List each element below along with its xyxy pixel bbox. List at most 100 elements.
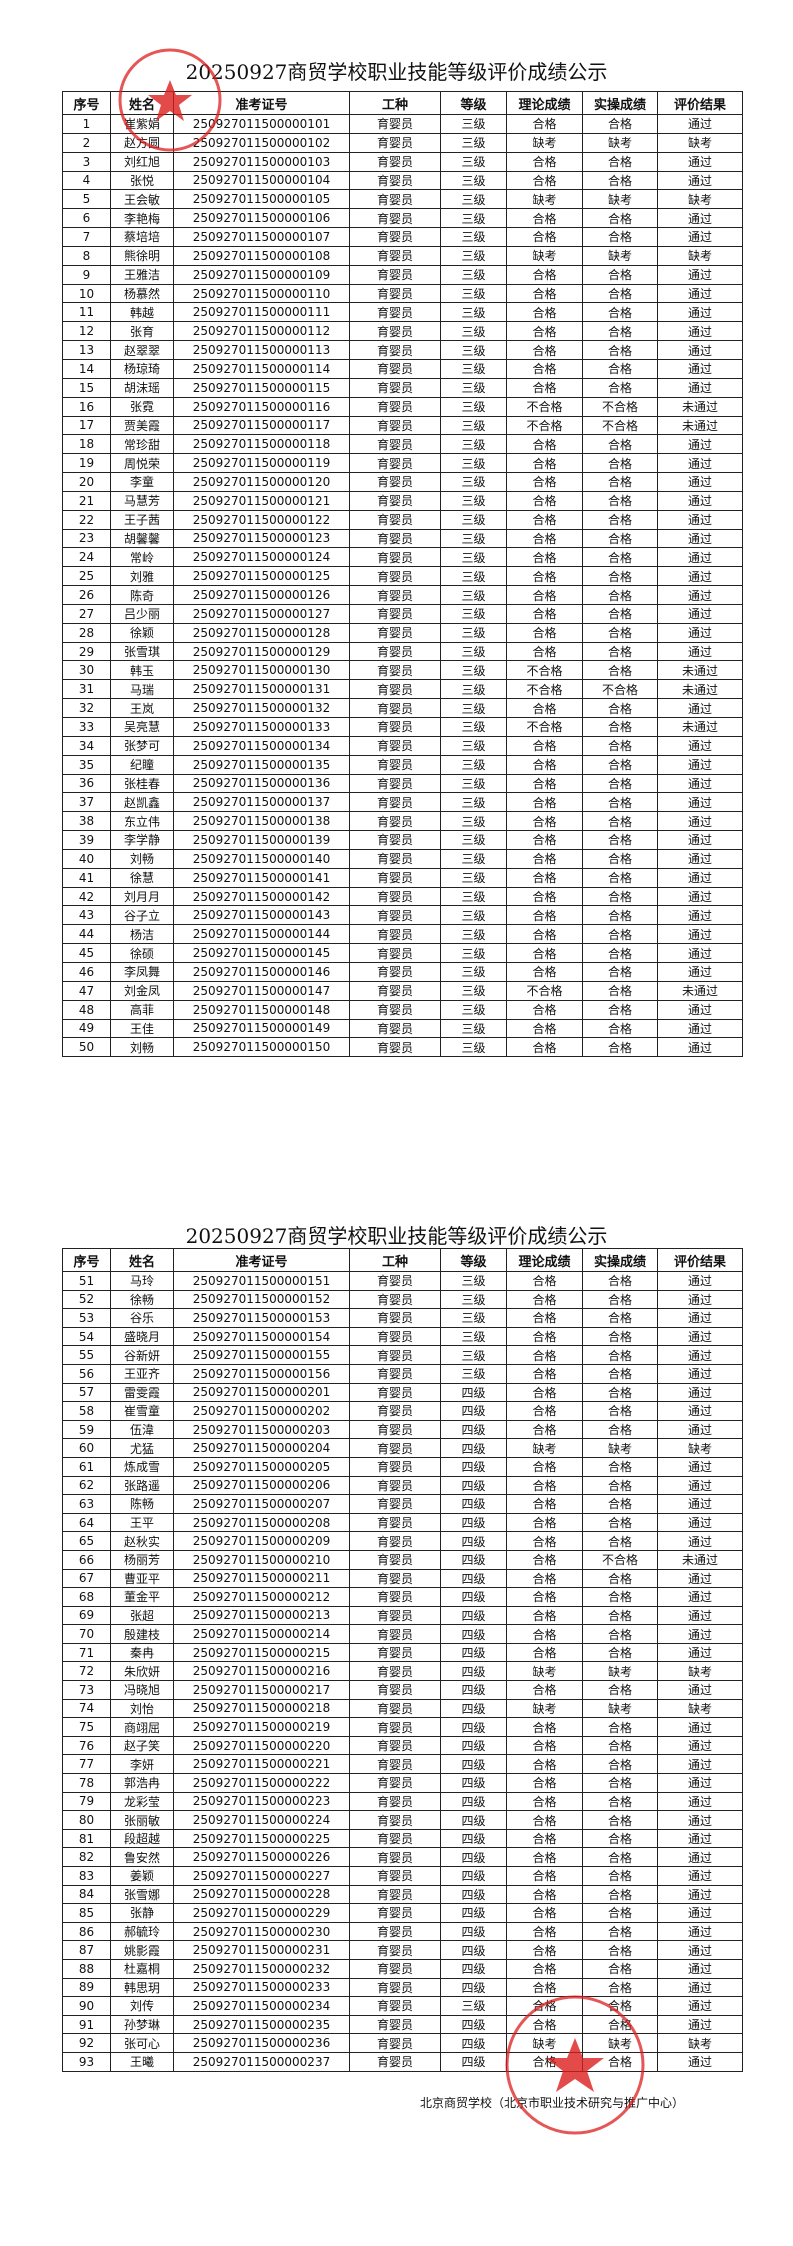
header-cell: 准考证号 <box>173 1248 350 1272</box>
cell: 四级 <box>440 1512 507 1533</box>
cell: 通过 <box>657 170 743 191</box>
cell: 合格 <box>582 1717 658 1737</box>
cell: 缺考 <box>657 1661 743 1682</box>
cell: 86 <box>62 1921 111 1942</box>
cell: 合格 <box>582 1363 658 1384</box>
cell: 徐慧 <box>110 867 174 888</box>
row: 90 刘传 250927011500000234 育婴员 三级 合格 合格 通过 <box>62 1996 743 2016</box>
cell: 育婴员 <box>349 1958 441 1979</box>
cell: 33 <box>62 717 111 737</box>
cell: 育婴员 <box>349 698 441 718</box>
cell: 育婴员 <box>349 754 441 775</box>
cell: 缺考 <box>657 132 743 153</box>
cell: 郭浩冉 <box>110 1773 174 1793</box>
row: 37 赵凯鑫 250927011500000137 育婴员 三级 合格 合格 通过 <box>62 792 743 813</box>
cell: 育婴员 <box>349 1363 441 1384</box>
row: 58 崔雪童 250927011500000202 育婴员 四级 合格 合格 通过 <box>62 1401 743 1421</box>
cell: 四级 <box>440 1680 507 1700</box>
cell: 合格 <box>582 1866 658 1886</box>
cell: 合格 <box>506 961 583 982</box>
cell: 通过 <box>657 358 743 379</box>
cell: 合格 <box>582 227 658 247</box>
cell: 缺考 <box>506 1698 583 1719</box>
cell: 缺考 <box>582 1438 658 1458</box>
cell: 通过 <box>657 1847 743 1867</box>
cell: 250927011500000107 <box>173 227 350 247</box>
cell: 合格 <box>582 848 658 869</box>
cell: 250927011500000117 <box>173 415 350 436</box>
cell: 250927011500000220 <box>173 1735 350 1756</box>
cell: 合格 <box>506 585 583 605</box>
row: 46 李凤舞 250927011500000146 育婴员 三级 合格 合格 通过 <box>62 961 743 982</box>
cell: 育婴员 <box>349 1624 441 1644</box>
cell: 四级 <box>440 2014 507 2035</box>
cell: 通过 <box>657 321 743 342</box>
cell: 育婴员 <box>349 717 441 737</box>
cell: 60 <box>62 1438 111 1458</box>
cell: 四级 <box>440 1419 507 1440</box>
cell: 合格 <box>582 321 658 342</box>
cell: 合格 <box>506 1587 583 1607</box>
cell: 250927011500000205 <box>173 1456 350 1477</box>
cell: 合格 <box>506 1903 583 1923</box>
cell: 通过 <box>657 1717 743 1737</box>
cell: 缺考 <box>657 1438 743 1458</box>
cell: 合格 <box>506 377 583 398</box>
cell: 合格 <box>506 547 583 568</box>
cell: 合格 <box>582 585 658 605</box>
cell: 合格 <box>582 2051 658 2072</box>
cell: 合格 <box>582 283 658 304</box>
cell: 250927011500000201 <box>173 1382 350 1403</box>
cell: 三级 <box>440 1996 507 2016</box>
cell: 合格 <box>506 208 583 229</box>
cell: 250927011500000128 <box>173 622 350 643</box>
row: 64 王平 250927011500000208 育婴员 四级 合格 合格 通过 <box>62 1512 743 1533</box>
cell: 9 <box>62 264 111 285</box>
footer: 北京商贸学校（北京市职业技术研究与推广中心） <box>420 2096 685 2110</box>
cell: 66 <box>62 1549 111 1570</box>
cell: 育婴员 <box>349 114 441 134</box>
cell: 通过 <box>657 453 743 474</box>
cell: 合格 <box>582 1456 658 1477</box>
header-row: 序号 姓名 准考证号 工种 等级 理论成绩 实操成绩 评价结果 <box>62 1248 743 1272</box>
cell: 通过 <box>657 1475 743 1496</box>
cell: 250927011500000219 <box>173 1717 350 1737</box>
cell: 16 <box>62 396 111 417</box>
cell: 合格 <box>506 264 583 285</box>
cell: 四级 <box>440 1940 507 1960</box>
header-cell: 姓名 <box>110 1248 174 1272</box>
cell: 李童 <box>110 472 174 492</box>
cell: 育婴员 <box>349 302 441 323</box>
cell: 4 <box>62 170 111 191</box>
cell: 吴亮慧 <box>110 717 174 737</box>
cell: 未通过 <box>657 717 743 737</box>
cell: 通过 <box>657 999 743 1020</box>
cell: 炼成雪 <box>110 1456 174 1477</box>
cell: 合格 <box>582 1018 658 1039</box>
cell: 育婴员 <box>349 1531 441 1551</box>
cell: 三级 <box>440 434 507 455</box>
cell: 85 <box>62 1903 111 1923</box>
cell: 不合格 <box>506 396 583 417</box>
cell: 缺考 <box>657 245 743 266</box>
cell: 250927011500000221 <box>173 1754 350 1775</box>
cell: 三级 <box>440 999 507 1020</box>
cell: 合格 <box>582 1345 658 1365</box>
cell: 74 <box>62 1698 111 1719</box>
cell: 250927011500000145 <box>173 943 350 963</box>
cell: 合格 <box>506 943 583 963</box>
cell: 通过 <box>657 227 743 247</box>
row: 51 马玲 250927011500000151 育婴员 三级 合格 合格 通过 <box>62 1271 743 1291</box>
cell: 合格 <box>506 1940 583 1960</box>
cell: 通过 <box>657 302 743 323</box>
cell: 68 <box>62 1587 111 1607</box>
cell: 通过 <box>657 1512 743 1533</box>
cell: 育婴员 <box>349 453 441 474</box>
cell: 育婴员 <box>349 1866 441 1886</box>
cell: 合格 <box>582 698 658 718</box>
cell: 合格 <box>582 208 658 229</box>
header-cell: 理论成绩 <box>506 91 583 115</box>
cell: 四级 <box>440 2033 507 2053</box>
cell: 合格 <box>582 660 658 681</box>
results-table: 序号 姓名 准考证号 工种 等级 理论成绩 实操成绩 评价结果 1 崔紫娟 250927011500… <box>62 91 743 1058</box>
